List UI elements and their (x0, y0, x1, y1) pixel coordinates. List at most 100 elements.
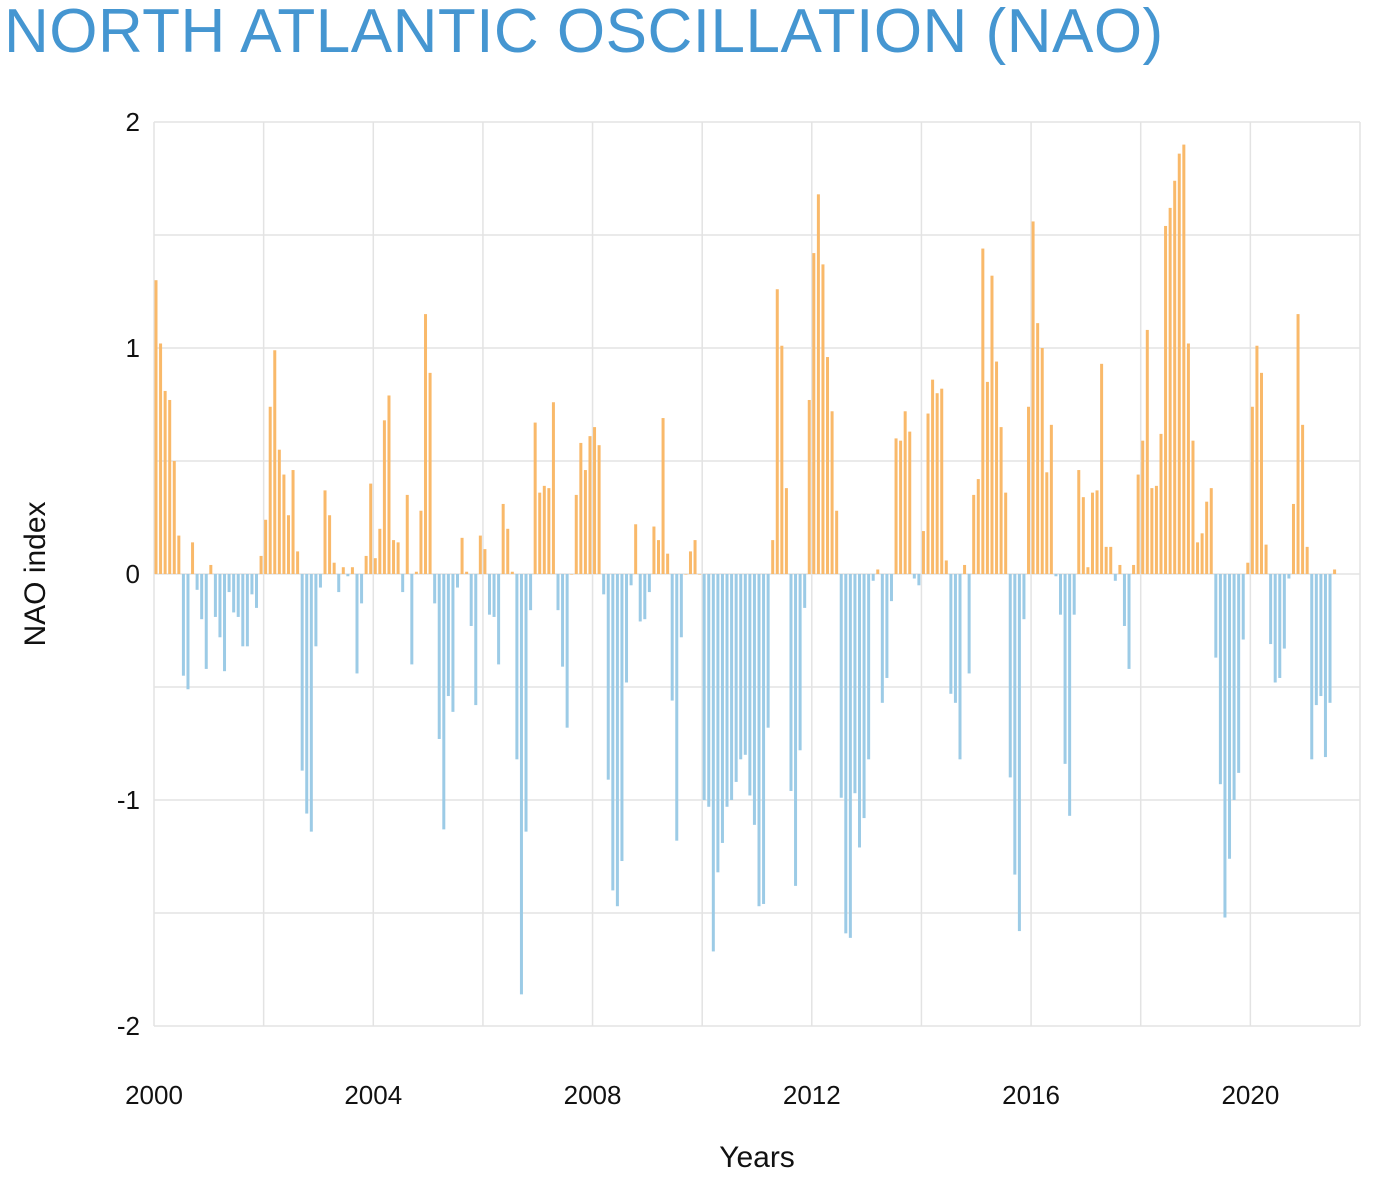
bar-negative (355, 574, 359, 674)
bar-positive (264, 519, 268, 574)
bar-positive (392, 540, 396, 574)
bar-negative (300, 574, 304, 771)
bar-positive (286, 515, 290, 574)
bar-positive (478, 535, 482, 574)
bar-negative (314, 574, 318, 647)
bar-positive (634, 524, 638, 574)
bar-negative (195, 574, 199, 590)
bar-negative (789, 574, 793, 791)
bar-positive (944, 560, 948, 574)
bar-positive (1077, 470, 1081, 574)
bar-negative (720, 574, 724, 843)
bar-negative (844, 574, 848, 934)
bar-negative (200, 574, 204, 620)
bar-positive (1150, 488, 1154, 574)
bar-negative (679, 574, 683, 638)
bar-positive (830, 411, 834, 574)
bar-negative (1319, 574, 1323, 697)
bar-negative (675, 574, 679, 841)
bar-positive (259, 555, 263, 574)
bar-negative (245, 574, 249, 647)
bar-positive (908, 431, 912, 574)
bar-positive (657, 540, 660, 574)
bar-negative (474, 574, 478, 706)
bar-positive (1118, 564, 1122, 574)
bar-positive (277, 449, 281, 574)
bar-positive (501, 503, 505, 574)
bar-positive (506, 528, 510, 574)
bar-positive (1173, 180, 1177, 574)
bar-positive (926, 413, 930, 574)
bar-negative (446, 574, 450, 697)
bar-positive (159, 343, 163, 574)
bar-negative (213, 574, 217, 617)
bar-positive (1109, 546, 1113, 574)
bar-negative (524, 574, 528, 832)
bar-positive (1159, 433, 1163, 574)
y-tick-label: 2 (126, 107, 140, 137)
x-axis-label: Years (719, 1141, 795, 1174)
bar-negative (889, 574, 893, 602)
bar-negative (730, 574, 734, 800)
bar-positive (1132, 564, 1136, 574)
bar-positive (775, 289, 779, 574)
bar-positive (419, 510, 423, 574)
bar-negative (337, 574, 341, 593)
bar-positive (483, 549, 487, 574)
bar-negative (734, 574, 738, 782)
bar-negative (1127, 574, 1131, 669)
x-tick-label: 2016 (1002, 1080, 1060, 1110)
bar-positive (273, 350, 277, 574)
bar-positive (972, 494, 976, 574)
bar-negative (643, 574, 647, 620)
bar-negative (862, 574, 866, 819)
bar-positive (547, 488, 551, 574)
bar-positive (373, 558, 377, 574)
bar-positive (1145, 329, 1149, 574)
bar-negative (867, 574, 871, 760)
bar-negative (743, 574, 747, 755)
bar-positive (1086, 567, 1090, 574)
bar-positive (999, 427, 1003, 574)
bar-negative (953, 574, 957, 703)
bar-positive (424, 314, 428, 574)
bar-positive (1205, 501, 1209, 574)
bar-negative (725, 574, 729, 807)
bar-positive (899, 440, 903, 574)
bar-positive (405, 494, 409, 574)
bar-negative (611, 574, 615, 891)
bar-positive (460, 537, 464, 574)
bar-negative (1013, 574, 1017, 875)
bar-negative (752, 574, 756, 825)
bar-positive (291, 470, 295, 574)
bar-positive (323, 490, 327, 574)
bar-negative (433, 574, 437, 604)
bar-positive (172, 461, 176, 574)
bar-positive (268, 406, 272, 574)
bar-positive (414, 571, 418, 574)
bar-positive (826, 357, 830, 574)
bar-positive (807, 399, 811, 574)
bar-negative (1113, 574, 1117, 581)
bar-negative (871, 574, 875, 581)
bar-negative (1282, 574, 1286, 649)
bar-negative (309, 574, 313, 832)
bar-positive (579, 442, 583, 574)
bar-positive (209, 564, 213, 574)
bar-negative (1269, 574, 1273, 645)
bar-negative (529, 574, 533, 611)
bar-negative (794, 574, 798, 886)
bar-negative (798, 574, 802, 751)
bar-positive (652, 526, 656, 574)
bar-positive (1164, 225, 1168, 574)
bar-positive (1264, 544, 1268, 574)
bar-positive (1291, 503, 1295, 574)
bar-positive (1154, 485, 1158, 574)
bar-positive (876, 569, 880, 574)
bar-positive (1305, 546, 1309, 574)
bar-positive (533, 422, 537, 574)
bar-negative (204, 574, 208, 669)
bars (154, 144, 1337, 995)
bar-positive (1168, 207, 1172, 574)
